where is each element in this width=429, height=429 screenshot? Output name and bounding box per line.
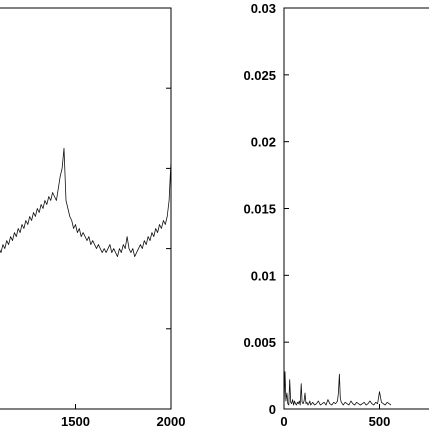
left-x-tick-label: 2000 (157, 414, 186, 429)
right-y-tick-label: 0.02 (251, 135, 276, 150)
right-y-tick-label: 0.015 (243, 202, 276, 217)
right-plot-frame (283, 7, 429, 410)
right-y-tick-label: 0.01 (251, 268, 276, 283)
right-series-line (283, 371, 392, 407)
right-chart: 0 500 0 0.005 0.01 0.015 0.02 0.025 0.03 (243, 1, 429, 429)
right-y-tick-label: 0.005 (243, 335, 276, 350)
right-y-tick-label: 0 (269, 402, 276, 417)
right-y-tick-label: 0.025 (243, 68, 276, 83)
left-x-tick-label: 1500 (61, 414, 90, 429)
left-series-line (0, 147, 172, 258)
right-x-tick-label: 500 (369, 414, 391, 429)
right-x-tick-label: 0 (280, 414, 287, 429)
right-y-tick-label: 0.03 (251, 1, 276, 16)
left-chart: 1500 2000 (0, 7, 186, 429)
left-plot-frame (0, 7, 172, 410)
